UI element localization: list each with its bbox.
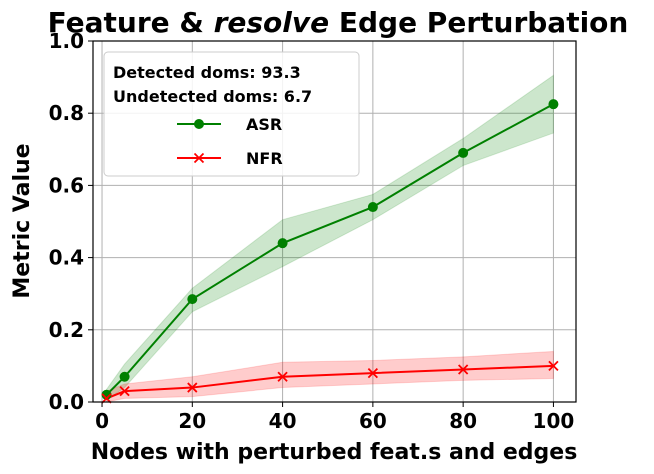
nfr-data-point: [101, 393, 112, 404]
x-tick-label: 100: [533, 409, 575, 433]
legend-annotation-detected: Detected doms: 93.3: [113, 63, 301, 82]
asr-data-point: [277, 238, 288, 249]
y-tick-label: 0.2: [49, 318, 84, 342]
chart-title-part-3: Edge Perturbation: [329, 6, 628, 39]
asr-data-point: [187, 294, 198, 305]
chart-title-part-2: resolve: [214, 6, 330, 39]
x-tick-label: 80: [449, 409, 477, 433]
y-tick-label: 0.6: [49, 173, 84, 197]
asr-data-point: [458, 147, 469, 158]
nfr-data-point: [458, 364, 469, 375]
nfr-data-point: [548, 360, 559, 372]
legend: Detected doms: 93.3 Undetected doms: 6.7…: [103, 51, 360, 177]
asr-confidence-band: [106, 74, 554, 402]
nfr-data-point: [119, 386, 130, 397]
asr-data-point: [548, 99, 559, 110]
y-axis-label: Metric Value: [10, 143, 35, 298]
y-tick-label: 0.0: [49, 390, 84, 414]
x-tick-label: 20: [178, 409, 206, 433]
nfr-data-point: [187, 382, 198, 393]
legend-asr-label: ASR: [246, 115, 282, 134]
nfr-confidence-band: [106, 350, 554, 403]
asr-data-point: [367, 202, 378, 213]
nfr-data-point: [367, 367, 379, 379]
legend-asr-marker: [194, 119, 204, 129]
legend-box: [103, 51, 360, 177]
y-tick-label: 1.0: [49, 29, 84, 53]
x-axis-label: Nodes with perturbed feat.s and edges: [91, 440, 578, 465]
plot-area-frame: [92, 40, 577, 403]
asr-data-point: [119, 371, 130, 382]
legend-nfr-label: NFR: [246, 149, 283, 168]
chart-title-part-1: Feature &: [48, 6, 214, 39]
y-tick-label: 0.8: [49, 101, 84, 125]
x-tick-label: 0: [95, 409, 109, 433]
x-tick-label: 60: [359, 409, 387, 433]
legend-nfr-marker: [193, 152, 205, 164]
chart-title: Feature & resolve Edge Perturbation: [48, 6, 629, 39]
y-tick-label: 0.4: [49, 246, 84, 270]
legend-annotation-undetected: Undetected doms: 6.7: [113, 87, 312, 106]
x-tick-label: 40: [269, 409, 297, 433]
nfr-data-point: [277, 371, 288, 382]
